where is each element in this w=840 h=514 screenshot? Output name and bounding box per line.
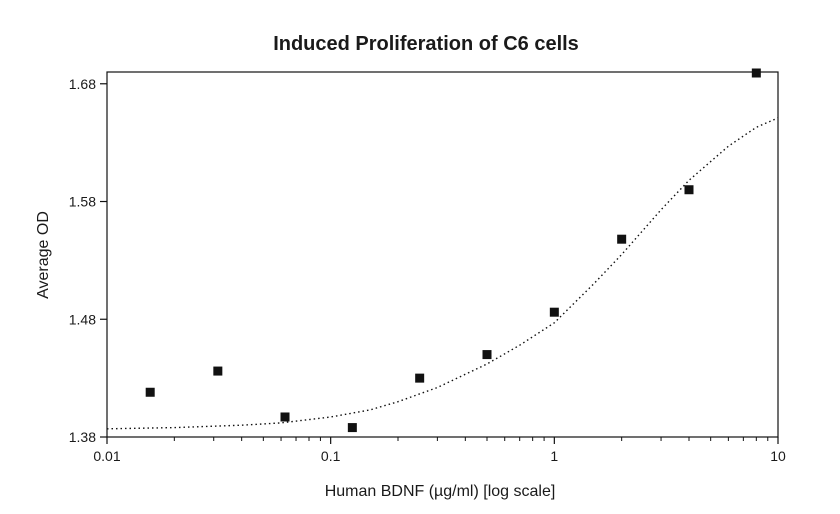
data-point <box>751 68 761 78</box>
data-point <box>617 234 627 244</box>
fit-curve-line <box>106 117 779 430</box>
y-tick-label: 1.38 <box>69 429 96 445</box>
data-point <box>415 373 425 383</box>
data-point <box>684 185 694 195</box>
x-axis-label: Human BDNF (µg/ml) [log scale] <box>325 483 556 500</box>
data-point <box>213 366 223 376</box>
data-points <box>145 68 761 433</box>
y-axis-ticks: 1.38 1.48 1.58 1.68 <box>69 76 107 445</box>
x-tick-label: 0.1 <box>321 448 341 464</box>
data-point <box>145 387 155 397</box>
data-point <box>482 350 492 360</box>
y-tick-label: 1.48 <box>69 311 96 327</box>
y-tick-label: 1.58 <box>69 194 96 210</box>
chart-title: Induced Proliferation of C6 cells <box>273 33 579 55</box>
x-tick-label: 0.01 <box>93 448 120 464</box>
y-axis-label: Average OD <box>35 211 52 299</box>
fit-curve <box>106 117 779 430</box>
data-point <box>280 412 290 422</box>
data-point <box>549 307 559 317</box>
x-tick-label: 1 <box>550 448 558 464</box>
plot-area-frame <box>106 71 779 438</box>
y-tick-label: 1.68 <box>69 76 96 92</box>
data-point <box>347 423 357 433</box>
x-tick-label: 10 <box>770 448 786 464</box>
x-axis-ticks: 0.01 0.1 1 10 <box>93 437 786 464</box>
